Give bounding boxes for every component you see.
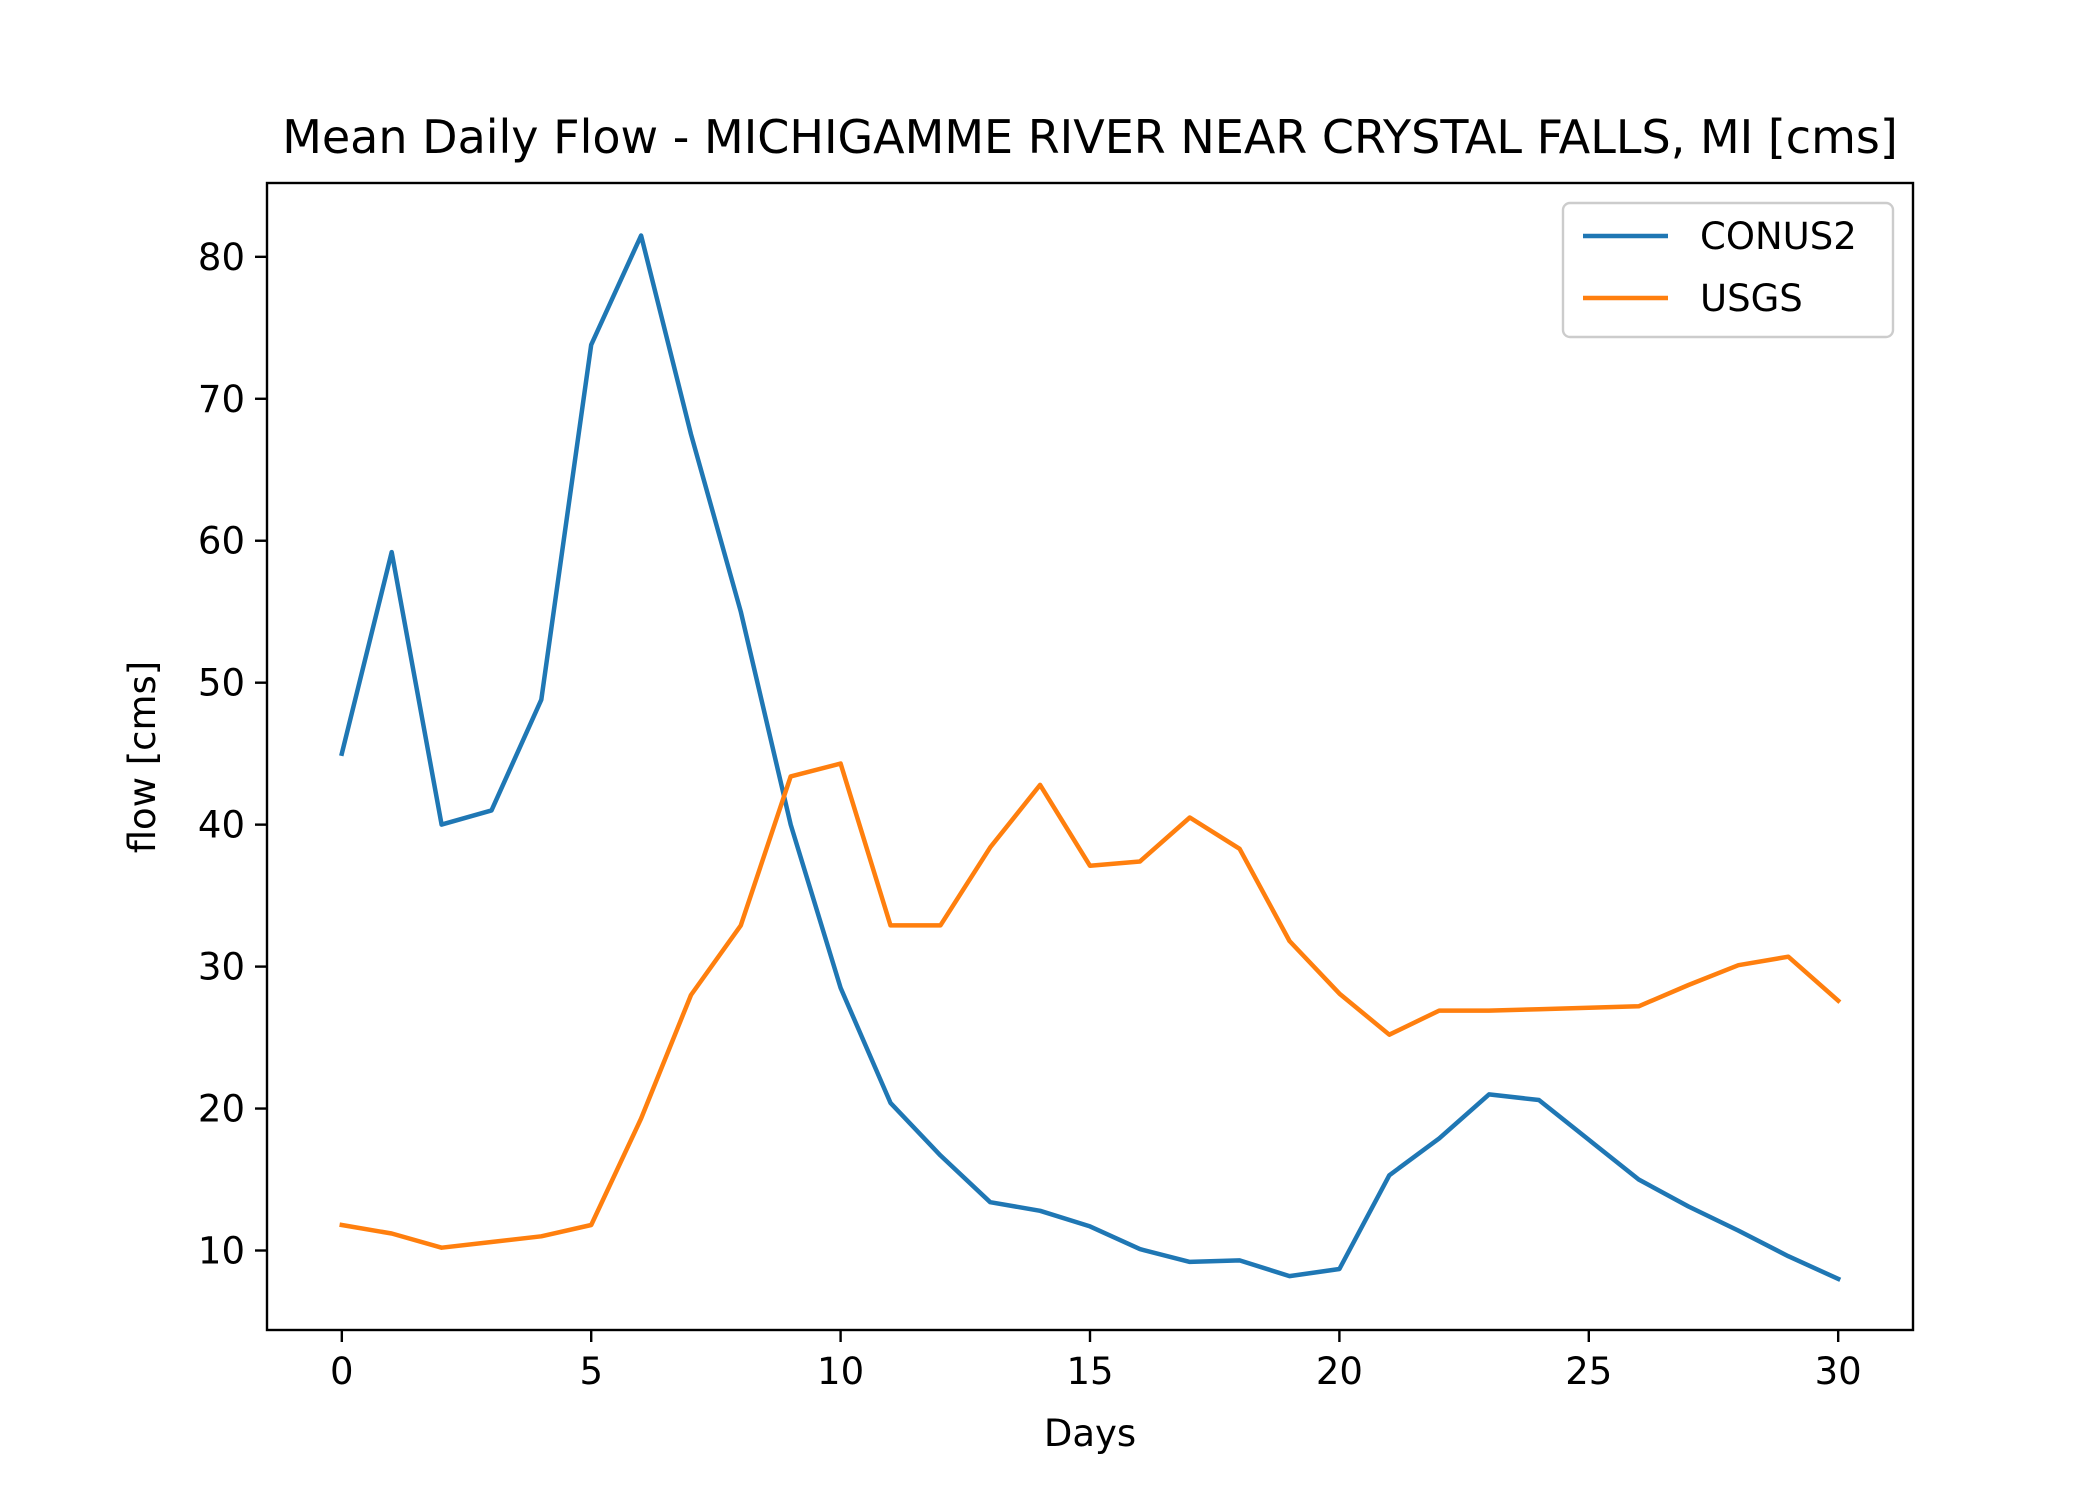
legend-label-usgs: USGS — [1700, 277, 1803, 320]
series-line-usgs — [339, 761, 1842, 1250]
y-tick-label: 70 — [198, 378, 245, 421]
x-tick-label: 0 — [330, 1350, 354, 1393]
legend-label-conus2: CONUS2 — [1700, 215, 1857, 258]
x-tick-label: 15 — [1066, 1350, 1113, 1393]
y-tick-label: 30 — [198, 946, 245, 989]
y-tick-label: 80 — [198, 236, 245, 279]
y-axis: 10 20 30 40 50 60 70 80 — [198, 236, 267, 1273]
series-layer — [339, 233, 1842, 1282]
x-tick-label: 25 — [1565, 1350, 1612, 1393]
legend: CONUS2 USGS — [1561, 201, 1895, 339]
series-line-conus2 — [339, 233, 1842, 1282]
y-tick-label: 20 — [198, 1088, 245, 1131]
x-tick-label: 30 — [1815, 1350, 1862, 1393]
x-axis: 0 5 10 15 20 25 30 — [330, 1330, 1862, 1393]
x-axis-label: Days — [1044, 1412, 1136, 1455]
x-tick-label: 10 — [817, 1350, 864, 1393]
y-tick-label: 10 — [198, 1230, 245, 1273]
x-tick-label: 5 — [579, 1350, 603, 1393]
y-tick-label: 40 — [198, 804, 245, 847]
chart-title: Mean Daily Flow - MICHIGAMME RIVER NEAR … — [282, 110, 1898, 164]
y-axis-label: flow [cms] — [121, 661, 164, 854]
x-tick-label: 20 — [1316, 1350, 1363, 1393]
y-tick-label: 50 — [198, 662, 245, 705]
y-tick-label: 60 — [198, 520, 245, 563]
